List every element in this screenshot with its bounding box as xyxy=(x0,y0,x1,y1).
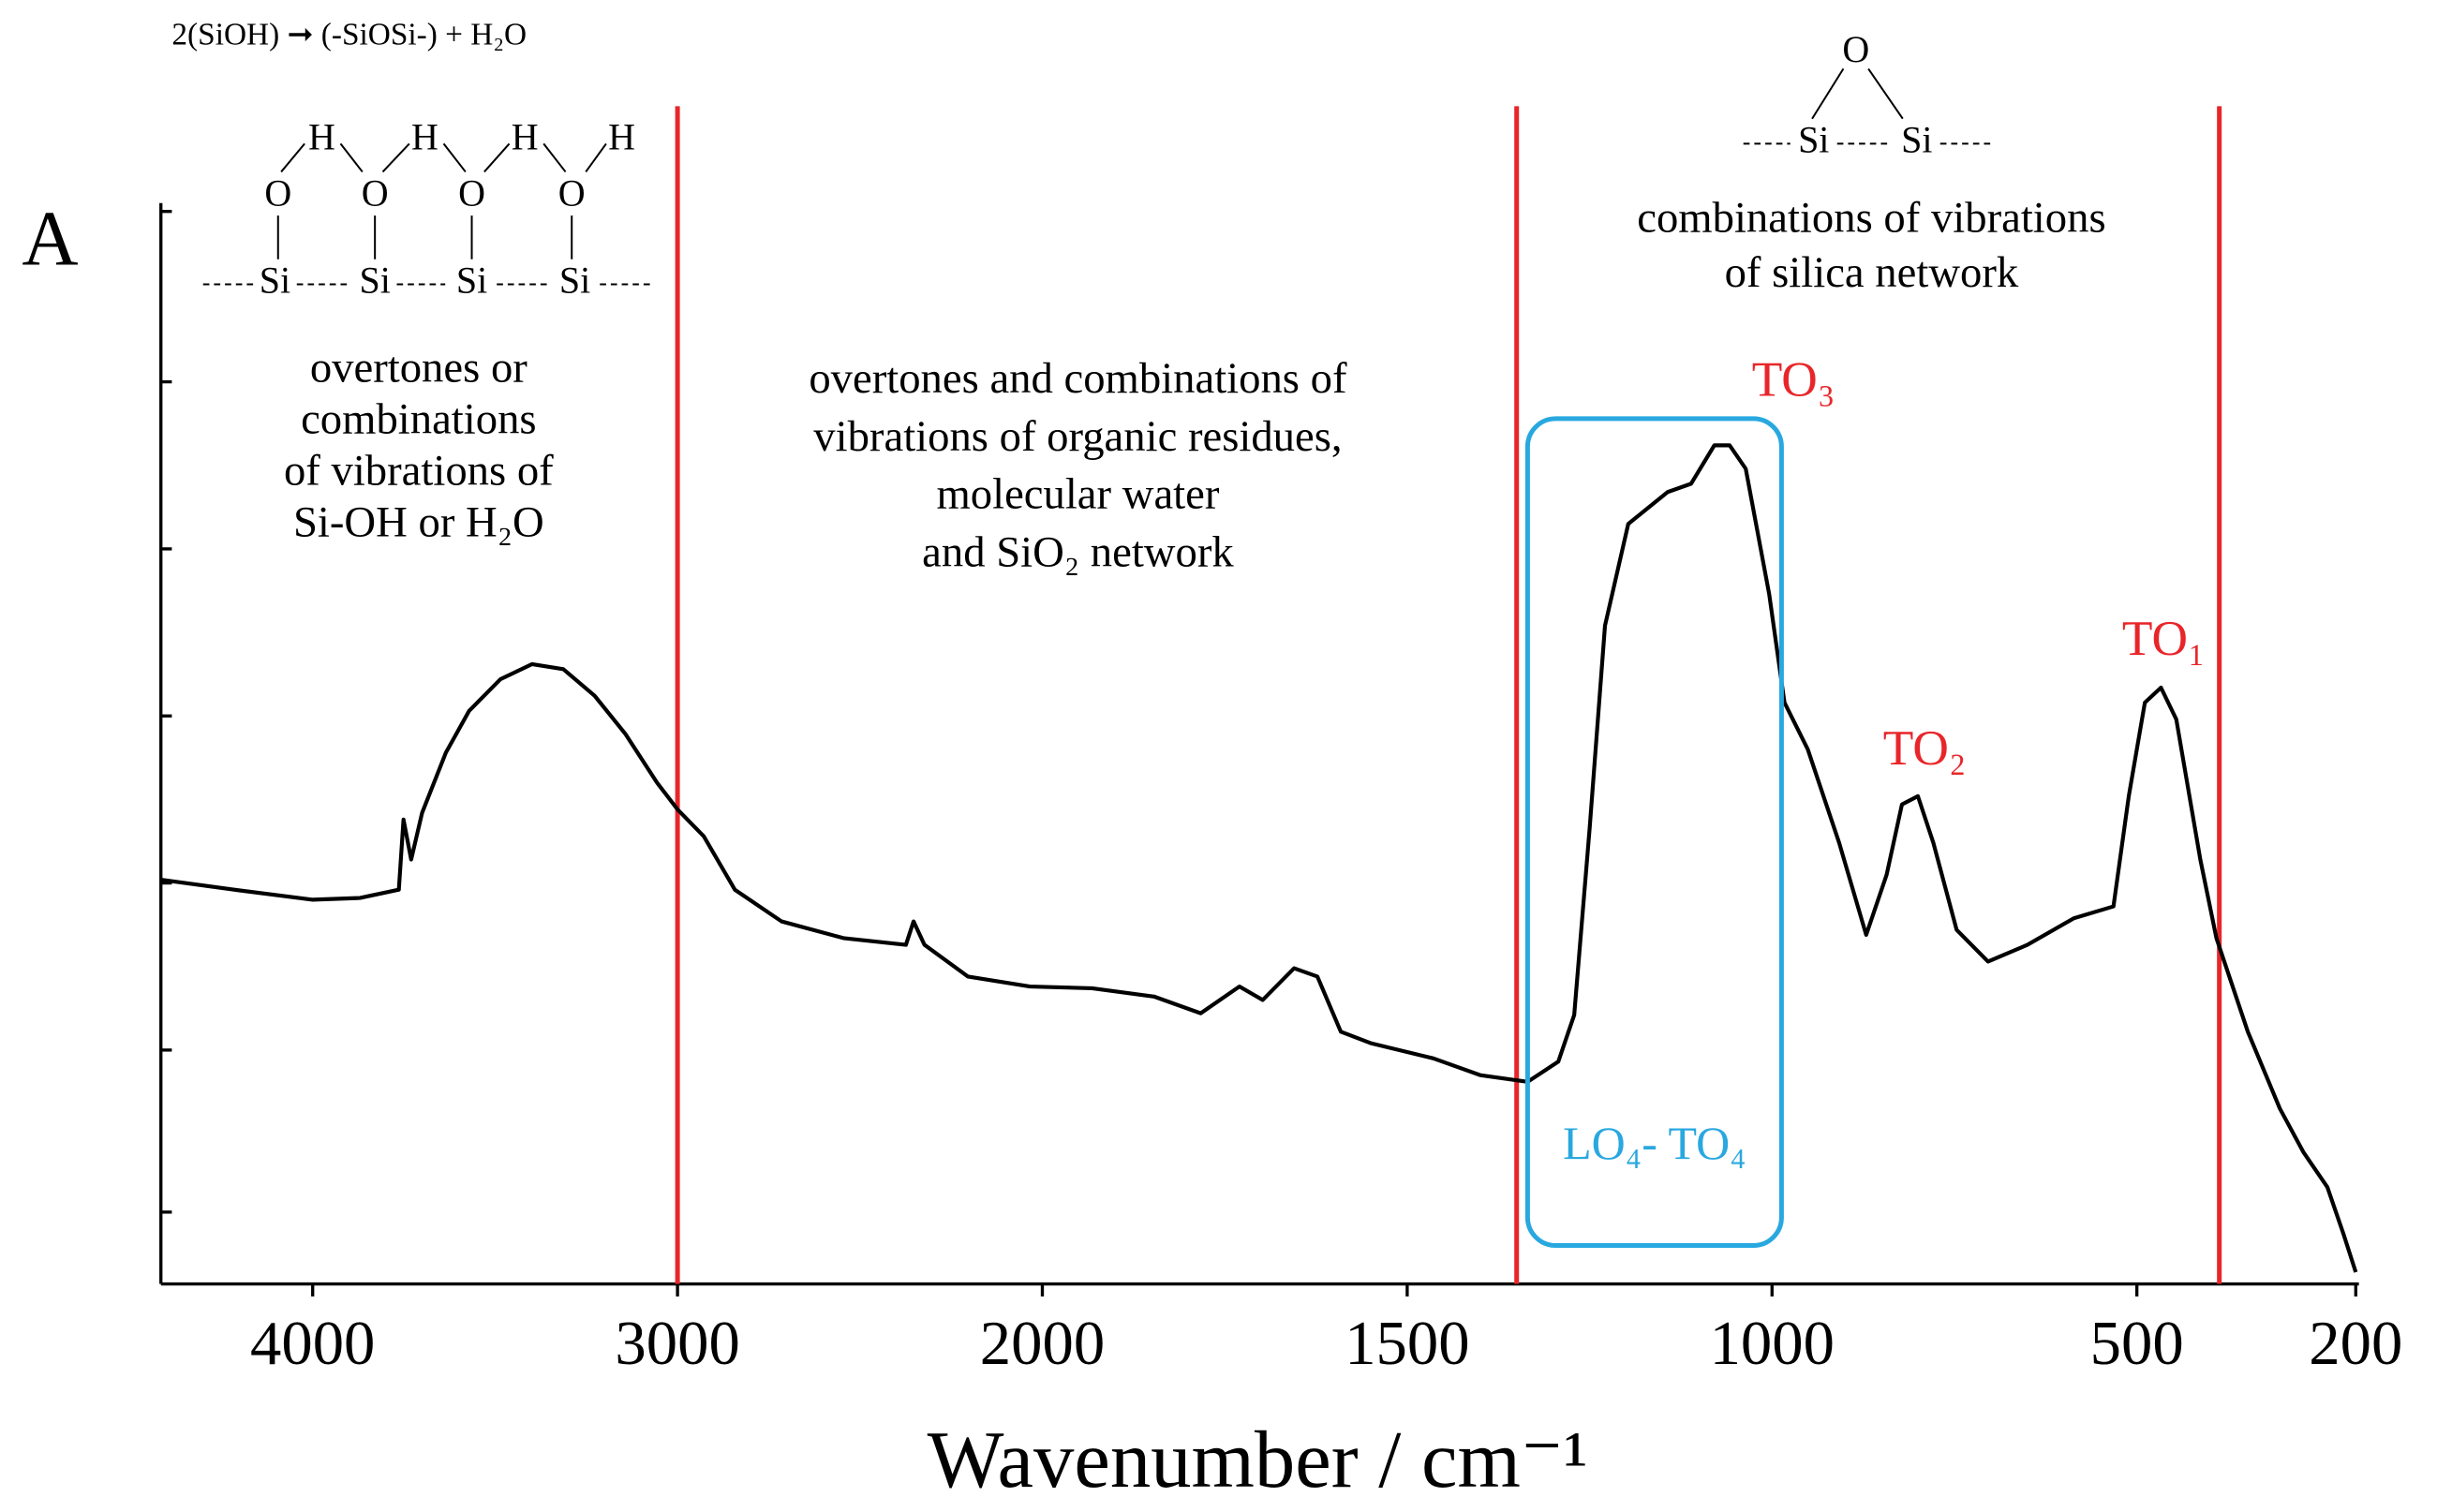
peak-label: TO₃ xyxy=(1752,350,1835,407)
atom: O xyxy=(1842,28,1869,70)
atom: H xyxy=(411,115,438,157)
atom: Si xyxy=(1901,119,1932,161)
atom: O xyxy=(362,171,389,214)
region-text: Si-OH or H₂O xyxy=(293,498,544,547)
atom: H xyxy=(608,115,635,157)
atom: Si xyxy=(260,259,290,302)
peak-label: TO₂ xyxy=(1883,719,1967,776)
x-axis-label: Wavenumber / cm⁻¹ xyxy=(928,1415,1588,1505)
atom: Si xyxy=(359,259,390,302)
region-text: molecular water xyxy=(936,470,1219,519)
x-tick-label: 4000 xyxy=(250,1310,375,1378)
atom: Si xyxy=(559,259,590,302)
x-tick-label: 1500 xyxy=(1345,1310,1469,1378)
atom: Si xyxy=(1798,119,1829,161)
atom: H xyxy=(308,115,335,157)
highlight-box xyxy=(1524,416,1784,1249)
reaction: 2(SiOH) ➞ (-SiOSi-) + H₂O xyxy=(171,18,527,52)
spectrum-line xyxy=(160,443,2358,1273)
atom: O xyxy=(458,171,485,214)
peak-label: TO₁ xyxy=(2122,610,2206,666)
x-tick-label: 3000 xyxy=(615,1310,739,1378)
atom: Si xyxy=(456,259,487,302)
box-label: LO₄- TO₄ xyxy=(1563,1117,1746,1169)
x-tick-label: 500 xyxy=(2090,1310,2184,1378)
atom: H xyxy=(512,115,539,157)
atom: O xyxy=(558,171,586,214)
atom: O xyxy=(264,171,291,214)
panel-label: A xyxy=(22,197,78,283)
x-tick-label: 2000 xyxy=(980,1310,1105,1378)
region-text: overtones and combinations of xyxy=(809,354,1347,403)
region-text: combinations xyxy=(301,395,536,444)
region-text: and SiO₂ network xyxy=(922,527,1234,576)
x-tick-label: 1000 xyxy=(1710,1310,1835,1378)
region-text: of silica network xyxy=(1725,248,2019,297)
region-text: overtones or xyxy=(310,344,528,393)
region-text: combinations of vibrations xyxy=(1637,193,2105,242)
bonds xyxy=(202,67,1992,286)
region-text: of vibrations of xyxy=(284,447,554,496)
x-tick-label: 200 xyxy=(2309,1310,2402,1378)
region-text: vibrations of organic residues, xyxy=(813,412,1342,461)
